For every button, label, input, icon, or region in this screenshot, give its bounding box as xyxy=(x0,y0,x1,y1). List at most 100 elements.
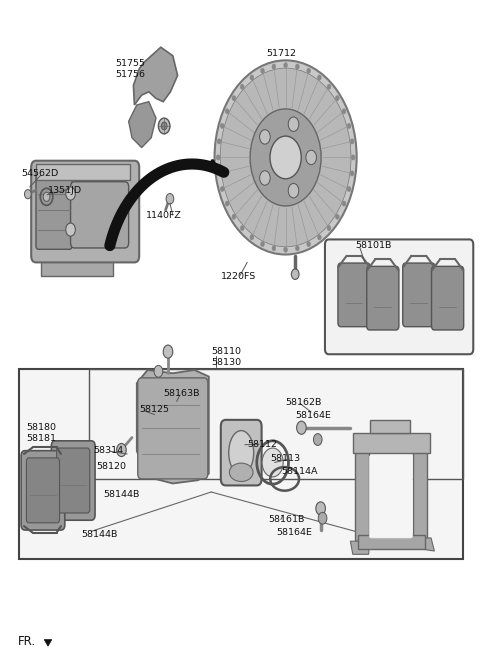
FancyBboxPatch shape xyxy=(36,171,72,249)
FancyBboxPatch shape xyxy=(221,420,262,485)
Ellipse shape xyxy=(307,68,311,73)
Polygon shape xyxy=(133,47,178,105)
Ellipse shape xyxy=(250,75,254,80)
Text: 1220FS: 1220FS xyxy=(221,272,256,281)
Bar xyxy=(89,369,463,479)
Ellipse shape xyxy=(220,68,351,247)
Ellipse shape xyxy=(347,186,351,192)
Ellipse shape xyxy=(272,64,276,70)
Ellipse shape xyxy=(66,187,75,200)
Ellipse shape xyxy=(229,463,253,482)
Ellipse shape xyxy=(240,226,244,231)
Text: 58125: 58125 xyxy=(139,405,169,414)
FancyBboxPatch shape xyxy=(370,455,412,538)
Polygon shape xyxy=(44,640,52,646)
Ellipse shape xyxy=(250,109,321,206)
Ellipse shape xyxy=(336,96,339,101)
FancyBboxPatch shape xyxy=(71,182,129,248)
Ellipse shape xyxy=(220,186,224,192)
FancyBboxPatch shape xyxy=(367,266,399,330)
Text: 58101B: 58101B xyxy=(355,241,392,251)
Text: 58162B: 58162B xyxy=(286,398,322,407)
Text: 58163B: 58163B xyxy=(163,389,200,398)
Text: 51712: 51712 xyxy=(266,49,297,58)
FancyBboxPatch shape xyxy=(51,441,95,520)
Ellipse shape xyxy=(291,269,299,279)
Ellipse shape xyxy=(228,430,253,475)
Ellipse shape xyxy=(313,434,322,445)
Ellipse shape xyxy=(260,130,270,144)
FancyBboxPatch shape xyxy=(403,263,435,327)
Ellipse shape xyxy=(216,155,220,160)
Polygon shape xyxy=(413,538,434,551)
Text: 58113: 58113 xyxy=(270,454,300,463)
Ellipse shape xyxy=(262,448,283,477)
Ellipse shape xyxy=(272,245,276,251)
Ellipse shape xyxy=(24,190,31,199)
Ellipse shape xyxy=(161,122,167,130)
Ellipse shape xyxy=(43,192,50,201)
Ellipse shape xyxy=(261,241,264,247)
Text: 58114A: 58114A xyxy=(281,467,318,476)
Ellipse shape xyxy=(351,155,355,160)
FancyBboxPatch shape xyxy=(338,263,370,327)
Text: 58112: 58112 xyxy=(247,440,277,449)
Polygon shape xyxy=(355,440,369,541)
Text: 1140FZ: 1140FZ xyxy=(146,211,182,220)
Polygon shape xyxy=(353,433,430,453)
Ellipse shape xyxy=(232,214,236,219)
Ellipse shape xyxy=(261,68,264,73)
Ellipse shape xyxy=(317,235,321,240)
Text: 58180
58181: 58180 58181 xyxy=(26,423,57,443)
FancyBboxPatch shape xyxy=(325,239,473,354)
Text: 1351JD: 1351JD xyxy=(48,186,82,195)
Text: 58164E: 58164E xyxy=(296,411,332,420)
FancyBboxPatch shape xyxy=(31,161,139,262)
Ellipse shape xyxy=(336,214,339,219)
Ellipse shape xyxy=(316,502,325,515)
Ellipse shape xyxy=(342,201,346,206)
Ellipse shape xyxy=(288,184,299,198)
Bar xyxy=(19,369,463,559)
Ellipse shape xyxy=(240,84,244,89)
FancyBboxPatch shape xyxy=(26,458,60,523)
Polygon shape xyxy=(36,164,130,180)
Text: 58314: 58314 xyxy=(94,446,124,455)
Ellipse shape xyxy=(225,109,229,114)
Ellipse shape xyxy=(318,512,327,524)
Ellipse shape xyxy=(342,109,346,114)
Ellipse shape xyxy=(225,201,229,206)
Ellipse shape xyxy=(260,171,270,185)
Ellipse shape xyxy=(327,84,331,89)
Ellipse shape xyxy=(154,365,163,377)
Ellipse shape xyxy=(288,117,299,131)
Ellipse shape xyxy=(327,226,331,231)
Ellipse shape xyxy=(284,247,288,253)
Ellipse shape xyxy=(284,62,288,68)
Text: 58164E: 58164E xyxy=(276,528,312,537)
FancyBboxPatch shape xyxy=(432,266,464,330)
Ellipse shape xyxy=(297,421,306,434)
Text: 58120: 58120 xyxy=(96,462,126,471)
FancyBboxPatch shape xyxy=(138,378,208,479)
Text: 58144B: 58144B xyxy=(103,490,140,499)
Polygon shape xyxy=(41,256,113,276)
Text: 51755
51756: 51755 51756 xyxy=(115,59,145,79)
Ellipse shape xyxy=(350,171,354,176)
Polygon shape xyxy=(350,541,370,554)
Ellipse shape xyxy=(250,235,254,240)
Polygon shape xyxy=(358,535,425,549)
Ellipse shape xyxy=(295,245,299,251)
Polygon shape xyxy=(370,420,410,433)
Ellipse shape xyxy=(215,60,357,255)
Polygon shape xyxy=(129,102,156,148)
Ellipse shape xyxy=(232,96,236,101)
Text: FR.: FR. xyxy=(18,635,36,648)
Polygon shape xyxy=(413,443,427,548)
Ellipse shape xyxy=(163,345,173,358)
FancyBboxPatch shape xyxy=(21,451,65,530)
Text: 58144B: 58144B xyxy=(82,530,118,539)
Ellipse shape xyxy=(66,223,75,236)
Ellipse shape xyxy=(306,150,316,165)
FancyBboxPatch shape xyxy=(57,448,90,513)
